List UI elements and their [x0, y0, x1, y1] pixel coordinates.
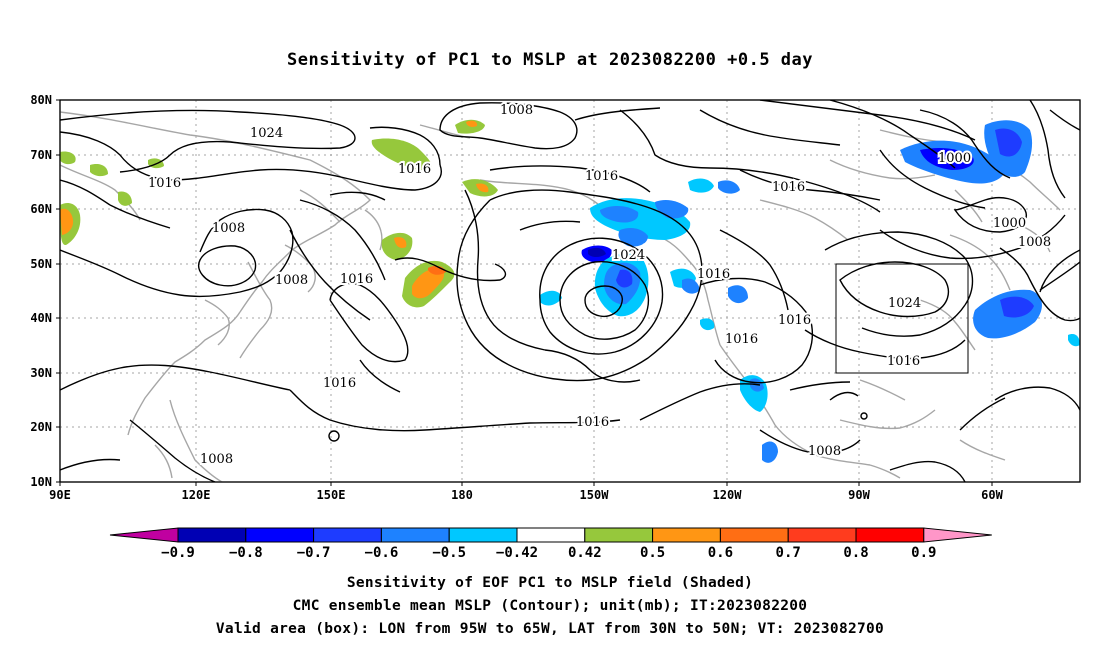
mslp-contours — [60, 100, 1080, 482]
contour-label: 1024 — [888, 296, 921, 311]
contour-label: 1008 — [200, 452, 233, 467]
colorbar-tick-label: 0.9 — [911, 545, 936, 561]
contour-labels: 1008 1024 1016 1016 1008 1016 1008 1016 … — [146, 101, 1053, 469]
colorbar-segment — [448, 527, 518, 543]
colorbar-segment — [787, 527, 857, 543]
colorbar-tick-label: 0.6 — [708, 545, 733, 561]
contour-label: 1016 — [148, 176, 181, 191]
lat-label: 20N — [30, 420, 52, 434]
contour-label: 1016 — [323, 376, 356, 391]
valid-area-box — [835, 263, 969, 374]
contour-label: 1016 — [576, 415, 609, 430]
contour-label: 1016 — [697, 267, 730, 282]
lat-label: 60N — [30, 202, 52, 216]
colorbar-segment — [380, 527, 450, 543]
contour-label: 1024 — [250, 126, 283, 141]
chart-title: Sensitivity of PC1 to MSLP at 2023082200… — [286, 50, 813, 70]
contour-label: 1008 — [500, 103, 533, 118]
colorbar-segment — [719, 527, 789, 543]
lat-label: 50N — [30, 257, 52, 271]
colorbar-tick-label: −0.6 — [365, 545, 399, 561]
contour-label: 1008 — [1018, 235, 1051, 250]
contour-label: 1000 — [993, 216, 1026, 231]
contour-label: 1008 — [212, 221, 245, 236]
caption-valid-area: Valid area (box): LON from 95W to 65W, L… — [215, 621, 885, 637]
lon-label: 150E — [317, 488, 346, 502]
lon-label: 90E — [49, 488, 71, 502]
colorbar-tick-label: −0.42 — [496, 545, 538, 561]
lon-label: 180 — [451, 488, 473, 502]
colorbar-tick-label: −0.7 — [297, 545, 331, 561]
colorbar-segment — [516, 527, 586, 543]
colorbar-tick-label: 0.7 — [776, 545, 801, 561]
lon-label: 120E — [182, 488, 211, 502]
lon-label: 120W — [713, 488, 743, 502]
lon-label: 90W — [848, 488, 870, 502]
longitude-axis: 90E 120E 150E 180 150W 120W 90W 60W — [49, 482, 1004, 502]
colorbar-tick-label: −0.8 — [229, 545, 263, 561]
graticule — [60, 100, 1080, 482]
caption-contour: CMC ensemble mean MSLP (Contour); unit(m… — [292, 598, 808, 614]
lat-label: 30N — [30, 366, 52, 380]
colorbar-segment — [584, 527, 654, 543]
lon-label: 150W — [580, 488, 610, 502]
colorbar-segment — [177, 527, 247, 543]
lat-label: 70N — [30, 148, 52, 162]
lon-label: 60W — [981, 488, 1003, 502]
colorbar-segment — [652, 527, 721, 543]
contour-label: 1016 — [340, 272, 373, 287]
colorbar-segment — [245, 527, 315, 543]
colorbar-segment — [855, 527, 925, 543]
lat-label: 80N — [30, 93, 52, 107]
colorbar-tick-label: 0.42 — [568, 545, 602, 561]
lat-label: 10N — [30, 475, 52, 489]
colorbar-segment — [313, 527, 382, 543]
contour-label: 1008 — [808, 444, 841, 459]
contour-label: 1016 — [725, 332, 758, 347]
colorbar-tick-label: 0.5 — [640, 545, 665, 561]
lat-label: 40N — [30, 311, 52, 325]
colorbar-tick-label: 0.8 — [843, 545, 868, 561]
colorbar-extend-low — [109, 527, 179, 543]
colorbar-extend-high — [923, 527, 992, 543]
contour-label: 1016 — [772, 180, 805, 195]
contour-label: 1016 — [887, 354, 920, 369]
contour-label: 1000 — [938, 151, 971, 166]
colorbar-tick-label: −0.5 — [432, 545, 466, 561]
contour-label: 1016 — [778, 313, 811, 328]
colorbar: −0.9 −0.8 −0.7 −0.6 −0.5 −0.42 0.42 0.5 0.6 0.7 0.… — [109, 527, 992, 561]
contour-label: 1008 — [275, 273, 308, 288]
latitude-axis: 80N 70N 60N 50N 40N 30N 20N 10N — [30, 93, 60, 489]
contour-label: 1016 — [398, 162, 431, 177]
caption-shading: Sensitivity of EOF PC1 to MSLP field (Sh… — [346, 575, 754, 591]
colorbar-tick-label: −0.9 — [161, 545, 195, 561]
contour-label: 1016 — [585, 169, 618, 184]
contour-label: 1024 — [612, 248, 645, 263]
